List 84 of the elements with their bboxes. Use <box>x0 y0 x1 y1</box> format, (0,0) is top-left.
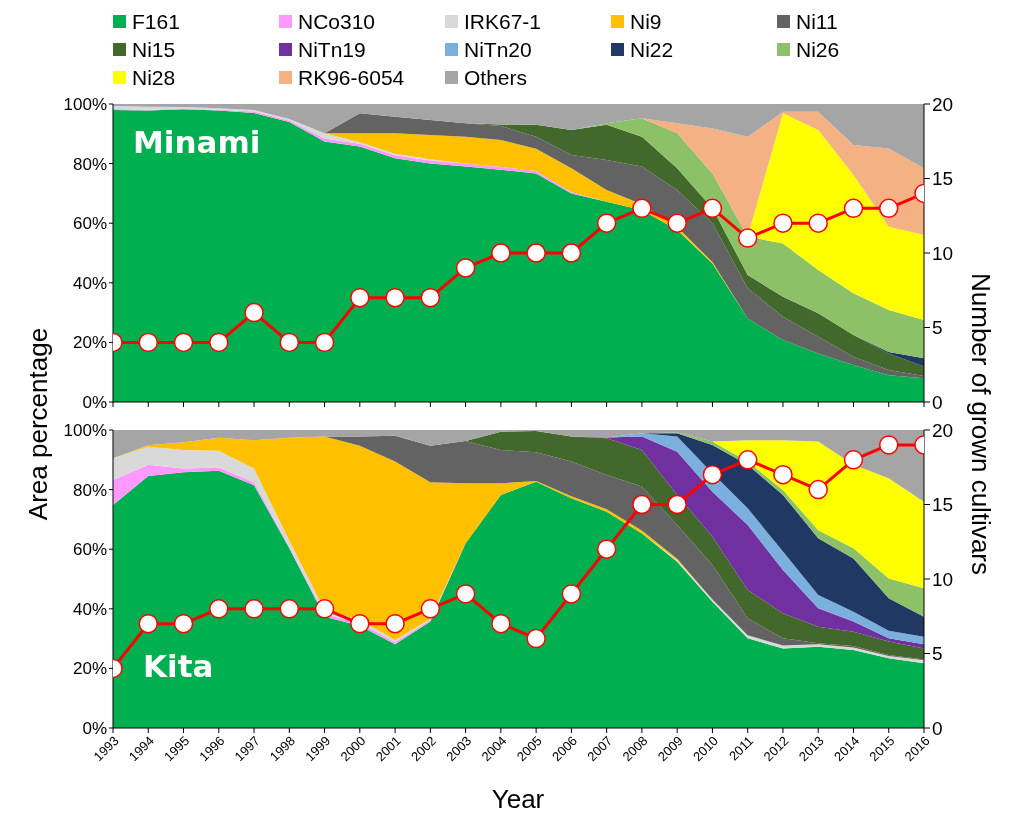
legend-label: NiTn19 <box>298 37 366 63</box>
y-tick-label: 0% <box>82 393 107 413</box>
y-tick-label: 100% <box>63 95 107 115</box>
y-tick-label: 60% <box>72 214 107 234</box>
legend-label: Ni15 <box>132 37 176 63</box>
y2-tick-label: 5 <box>932 317 943 339</box>
point <box>878 198 899 219</box>
legend-label: NiTn20 <box>464 37 532 63</box>
point <box>385 613 405 634</box>
y-tick-label: 60% <box>72 540 107 560</box>
point <box>350 287 370 308</box>
point <box>173 613 194 634</box>
point <box>491 243 511 263</box>
point <box>526 243 546 263</box>
point <box>808 479 828 500</box>
point <box>420 599 441 619</box>
annotation: Kita <box>143 648 214 684</box>
legend-label: Ni26 <box>796 37 840 63</box>
point <box>773 464 793 485</box>
point <box>702 198 723 219</box>
y-tick-label: 80% <box>72 480 107 500</box>
y-tick-label: 0% <box>82 719 107 739</box>
point <box>244 599 264 619</box>
legend-label: Ni22 <box>630 37 674 63</box>
point <box>596 539 617 559</box>
point <box>385 287 405 308</box>
legend-label: Ni9 <box>630 9 662 35</box>
y2-axis-title: Number of grown cultivars <box>964 273 996 575</box>
point <box>596 213 617 233</box>
y2-tick-label: 0 <box>932 391 943 413</box>
y2-tick-label: 15 <box>932 494 954 516</box>
point <box>808 213 828 233</box>
legend-label: Others <box>464 65 528 91</box>
y2-tick-label: 10 <box>932 568 954 590</box>
point <box>138 613 159 634</box>
y2-tick-label: 20 <box>932 93 954 115</box>
point <box>737 228 758 248</box>
point <box>702 464 723 485</box>
y-tick-label: 20% <box>72 333 107 353</box>
point <box>632 198 652 219</box>
y-axis-title: Area percentage <box>22 327 54 521</box>
point <box>773 213 793 233</box>
point <box>526 628 546 649</box>
point <box>279 599 300 619</box>
point <box>350 613 370 634</box>
point <box>737 450 758 470</box>
legend-label: Ni28 <box>132 65 176 91</box>
y2-tick-label: 20 <box>932 419 954 441</box>
annotation: Minami <box>133 124 261 160</box>
point <box>173 332 194 353</box>
point <box>244 302 264 323</box>
legend-label: NCo310 <box>298 9 376 35</box>
point <box>561 584 582 604</box>
point <box>632 494 652 515</box>
legend-label: IRK67-1 <box>464 9 542 35</box>
y-tick-label: 40% <box>72 599 107 619</box>
point <box>314 599 335 619</box>
point <box>667 213 687 233</box>
y2-tick-label: 5 <box>932 643 943 665</box>
point <box>209 599 229 619</box>
point <box>878 435 899 455</box>
point <box>279 332 300 353</box>
point <box>843 198 864 219</box>
legend-label: F161 <box>132 9 180 35</box>
point <box>209 332 229 353</box>
legend-label: RK96-6054 <box>298 65 405 91</box>
point <box>455 584 476 604</box>
y2-tick-label: 15 <box>932 168 954 190</box>
y-tick-label: 40% <box>72 273 107 293</box>
y-tick-label: 80% <box>72 154 107 174</box>
y2-tick-label: 10 <box>932 242 954 264</box>
point <box>843 450 864 470</box>
point <box>138 332 159 353</box>
point <box>420 287 441 308</box>
point <box>491 613 511 634</box>
y-tick-label: 100% <box>63 421 107 441</box>
y-tick-label: 20% <box>72 659 107 679</box>
point <box>455 258 476 278</box>
y2-tick-label: 0 <box>932 717 943 739</box>
point <box>561 243 582 263</box>
point <box>314 332 335 353</box>
x-axis-title: Year <box>491 784 545 815</box>
point <box>667 494 687 515</box>
legend-label: Ni11 <box>796 9 838 35</box>
